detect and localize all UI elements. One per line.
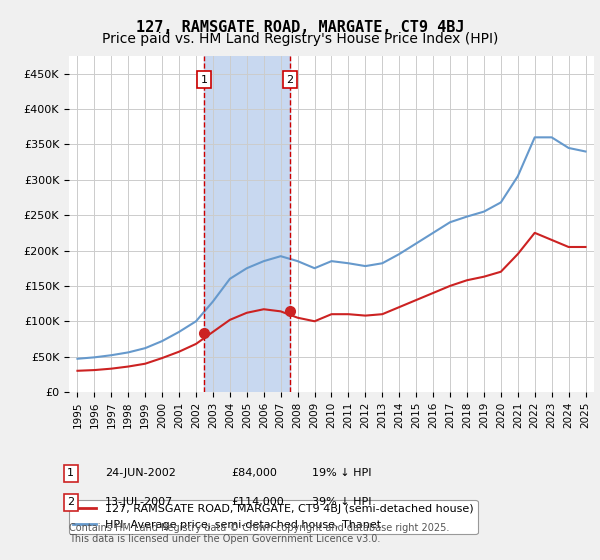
Legend: 127, RAMSGATE ROAD, MARGATE, CT9 4BJ (semi-detached house), HPI: Average price, : 127, RAMSGATE ROAD, MARGATE, CT9 4BJ (se…: [69, 500, 478, 534]
Text: 2: 2: [67, 497, 74, 507]
Text: Contains HM Land Registry data © Crown copyright and database right 2025.
This d: Contains HM Land Registry data © Crown c…: [69, 522, 449, 544]
Text: 1: 1: [200, 74, 208, 85]
Text: 39% ↓ HPI: 39% ↓ HPI: [312, 497, 371, 507]
Bar: [204, 56, 290, 392]
Text: 1: 1: [67, 468, 74, 478]
Text: 24-JUN-2002: 24-JUN-2002: [105, 468, 176, 478]
Text: 13-JUL-2007: 13-JUL-2007: [105, 497, 173, 507]
Text: £84,000: £84,000: [231, 468, 277, 478]
Text: 127, RAMSGATE ROAD, MARGATE, CT9 4BJ: 127, RAMSGATE ROAD, MARGATE, CT9 4BJ: [136, 20, 464, 35]
Text: 19% ↓ HPI: 19% ↓ HPI: [312, 468, 371, 478]
Text: 2: 2: [286, 74, 293, 85]
Text: £114,000: £114,000: [231, 497, 284, 507]
Text: Price paid vs. HM Land Registry's House Price Index (HPI): Price paid vs. HM Land Registry's House …: [102, 32, 498, 46]
